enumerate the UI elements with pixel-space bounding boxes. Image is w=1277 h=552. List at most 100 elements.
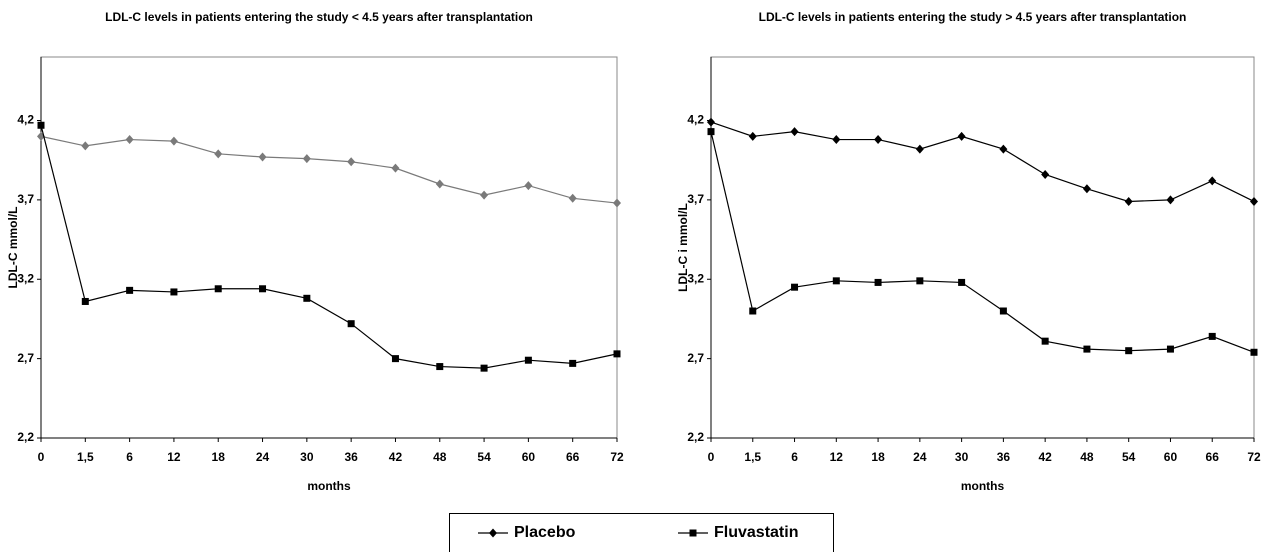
x-tick-label: 30 <box>955 450 969 464</box>
y-tick-label: 2,7 <box>17 351 34 365</box>
data-point <box>302 154 311 164</box>
data-point <box>259 285 267 293</box>
data-point <box>568 193 577 203</box>
data-point <box>524 181 533 191</box>
x-tick-label: 36 <box>344 450 358 464</box>
x-tick-label: 18 <box>871 450 885 464</box>
data-point <box>1041 337 1049 345</box>
x-axis-label: months <box>307 479 351 493</box>
y-tick-label: 3,2 <box>17 271 34 285</box>
data-point <box>480 190 489 200</box>
legend-box <box>449 513 834 552</box>
x-tick-label: 30 <box>300 450 314 464</box>
data-point <box>1125 347 1133 355</box>
legend-label: Fluvastatin <box>714 524 798 541</box>
y-tick-label: 3,2 <box>687 271 704 285</box>
y-tick-label: 2,2 <box>687 430 704 444</box>
y-tick-label: 3,7 <box>687 192 704 206</box>
legend-marker <box>489 528 497 538</box>
series-line <box>40 125 618 369</box>
data-point <box>1166 195 1175 205</box>
x-tick-label: 24 <box>256 450 270 464</box>
x-tick-label: 48 <box>1080 450 1094 464</box>
data-point <box>791 283 799 291</box>
x-tick-label: 0 <box>38 450 45 464</box>
x-tick-label: 72 <box>1247 450 1261 464</box>
x-tick-label: 6 <box>791 450 798 464</box>
data-point <box>258 152 267 162</box>
x-tick-label: 6 <box>126 450 133 464</box>
data-point <box>81 141 90 151</box>
data-point <box>347 320 355 328</box>
data-point <box>126 286 134 294</box>
x-tick-label: 1,5 <box>744 450 761 464</box>
x-tick-label: 72 <box>610 450 624 464</box>
data-point <box>81 297 89 305</box>
data-point <box>1250 348 1258 356</box>
x-tick-label: 66 <box>1206 450 1220 464</box>
data-point <box>916 277 924 285</box>
data-point <box>613 198 621 208</box>
data-point <box>1082 184 1091 194</box>
data-point <box>436 363 444 371</box>
data-point <box>957 131 966 141</box>
x-tick-label: 12 <box>167 450 181 464</box>
x-tick-label: 42 <box>1038 450 1052 464</box>
data-point <box>1250 196 1258 206</box>
x-tick-label: 24 <box>913 450 927 464</box>
data-point <box>569 359 577 367</box>
x-tick-label: 42 <box>389 450 403 464</box>
plot-area <box>710 56 1255 439</box>
data-point <box>391 163 400 173</box>
data-point <box>347 157 356 167</box>
data-point <box>1124 196 1133 206</box>
x-axis-label: months <box>961 479 1005 493</box>
data-point <box>391 355 399 363</box>
x-tick-label: 1,5 <box>77 450 94 464</box>
series-line <box>40 135 618 204</box>
x-tick-label: 48 <box>433 450 447 464</box>
data-point <box>125 135 134 145</box>
data-point <box>1208 332 1216 340</box>
chart-title: LDL-C levels in patients entering the st… <box>105 10 533 24</box>
x-tick-label: 18 <box>212 450 226 464</box>
y-axis-label: LDL-C mmol/L <box>6 207 20 289</box>
data-point <box>613 350 621 358</box>
data-point <box>999 144 1008 154</box>
data-point <box>707 117 715 127</box>
data-point <box>1166 345 1174 353</box>
data-point <box>874 135 883 145</box>
y-tick-label: 2,2 <box>17 430 34 444</box>
series-line <box>710 131 1255 353</box>
x-tick-label: 60 <box>1164 450 1178 464</box>
series-line <box>710 121 1255 203</box>
data-point <box>169 136 178 146</box>
data-point <box>1041 169 1050 179</box>
data-point <box>790 127 799 137</box>
x-tick-label: 54 <box>1122 450 1136 464</box>
data-point <box>37 121 45 129</box>
y-tick-label: 4,2 <box>17 113 34 127</box>
y-axis-label: LDL-C i mmol/L <box>676 203 690 292</box>
data-point <box>915 144 924 154</box>
x-tick-label: 54 <box>477 450 491 464</box>
x-tick-label: 36 <box>997 450 1011 464</box>
data-point <box>1083 345 1091 353</box>
legend-marker <box>689 529 697 537</box>
y-tick-label: 4,2 <box>687 113 704 127</box>
data-point <box>435 179 444 189</box>
x-tick-label: 12 <box>830 450 844 464</box>
data-point <box>748 131 757 141</box>
data-point <box>480 364 488 372</box>
data-point <box>958 278 966 286</box>
x-tick-label: 0 <box>708 450 715 464</box>
data-point <box>524 356 532 364</box>
plot-area <box>40 56 618 439</box>
data-point <box>707 128 715 136</box>
data-point <box>832 135 841 145</box>
data-point <box>832 277 840 285</box>
data-point <box>749 307 757 315</box>
data-point <box>874 278 882 286</box>
data-point <box>1208 176 1217 186</box>
